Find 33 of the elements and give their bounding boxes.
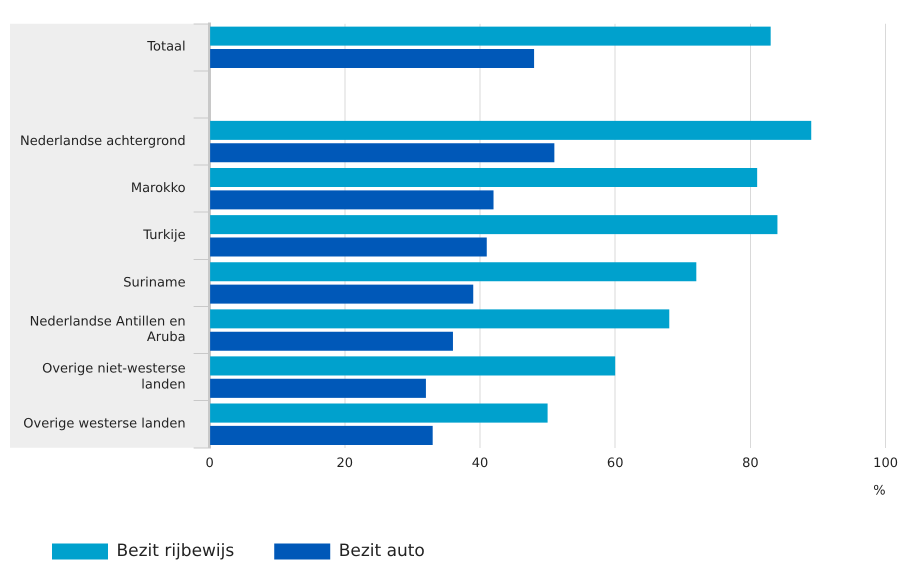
bar [210,215,778,234]
bar [210,378,426,398]
y-tick-label: Nederlandse achtergrond [20,134,186,149]
legend-label: Bezit auto [338,540,425,561]
bar [210,426,433,445]
bar [210,190,494,210]
bar [210,284,474,304]
y-tick-label: Overige westerse landen [23,416,186,432]
x-tick-label: 40 [472,456,488,471]
bar [210,143,554,162]
bar [210,332,453,351]
y-tick-label: Nederlandse Antillen en Aruba [30,314,186,346]
bar [210,262,696,282]
y-tick-label: Marokko [130,181,186,196]
bar [210,404,548,423]
y-tick-label: Suriname [123,275,186,290]
bar [210,356,616,376]
bar [210,168,758,188]
x-tick-label: 80 [742,456,759,471]
x-axis-title: % [873,484,886,499]
legend-label: Bezit rijbewijs [116,540,234,561]
y-tick-label: Turkije [142,228,186,244]
x-tick-label: 0 [205,456,214,471]
bar [210,49,534,68]
y-tick-label: Overige niet-westerse landen [42,362,186,392]
bar [210,26,771,46]
x-tick-label: 100 [873,456,898,471]
bar [210,237,487,256]
x-tick-label: 20 [336,456,354,471]
bar [210,120,812,140]
bar [210,309,670,328]
y-tick-label: Totaal [146,40,186,55]
x-tick-label: 60 [606,456,624,471]
